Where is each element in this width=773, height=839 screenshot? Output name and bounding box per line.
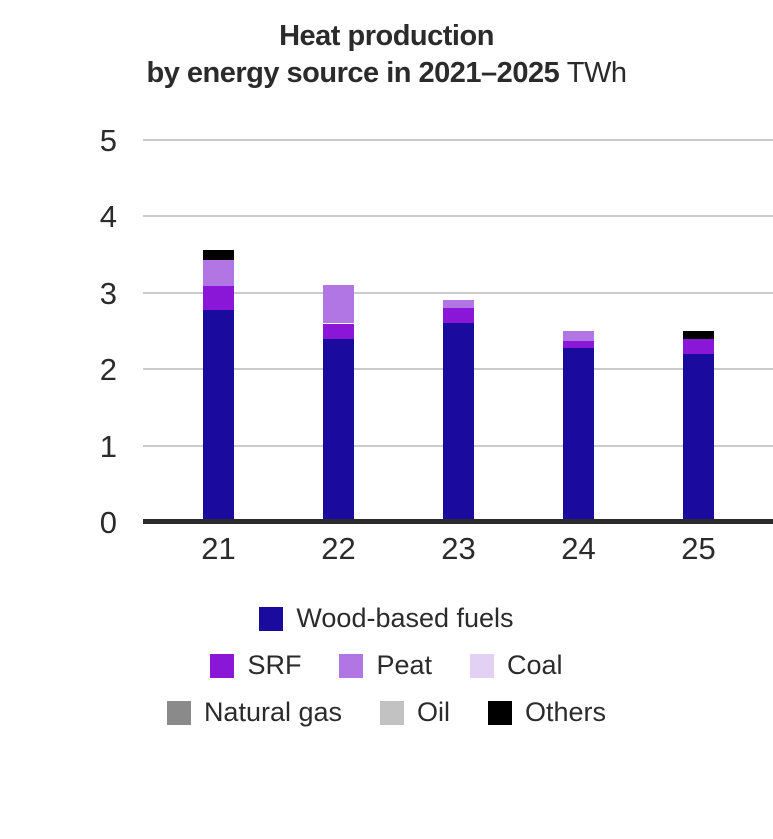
legend-swatch-natural-gas (166, 700, 191, 725)
bar-21-segment-peat (203, 260, 234, 286)
bar-25-segment-srf (683, 339, 714, 354)
bar-25-segment-others (683, 331, 714, 339)
bar-23-segment-wood-based-fuels (443, 323, 474, 522)
bar-21 (203, 250, 234, 522)
bar-22-segment-srf (323, 324, 354, 339)
legend-label-natural-gas: Natural gas (203, 697, 343, 727)
legend-item-coal: Coal (470, 648, 563, 683)
legend-label-srf: SRF (247, 650, 302, 680)
legend-row-1: Wood-based fuels (259, 601, 514, 636)
chart-unit-label: TWh (566, 57, 627, 89)
x-tick-label-23: 23 (441, 531, 476, 566)
legend-item-others: Others (488, 695, 606, 730)
bar-24-segment-srf (563, 341, 594, 348)
legend-item-peat: Peat (339, 648, 432, 683)
legend-item-wood-based-fuels: Wood-based fuels (259, 601, 514, 636)
legend-swatch-srf (210, 653, 235, 678)
legend-item-srf: SRF (210, 648, 301, 683)
bar-21-segment-others (203, 250, 234, 260)
bar-22 (323, 285, 354, 522)
x-tick-label-22: 22 (321, 531, 356, 566)
bar-24 (563, 331, 594, 522)
legend-row-2: SRF Peat Coal (210, 648, 563, 683)
legend-swatch-others (488, 700, 513, 725)
x-tick-label-24: 24 (561, 531, 596, 566)
chart-title-line2: by energy source in 2021–2025 TWh (146, 57, 627, 89)
legend-label-oil: Oil (417, 697, 451, 727)
legend-label-wood-based-fuels: Wood-based fuels (296, 603, 514, 633)
bar-24-segment-wood-based-fuels (563, 348, 594, 522)
legend-label-peat: Peat (376, 650, 432, 680)
plot-area: 0 1 2 3 4 5 21 22 23 24 25 (0, 125, 773, 566)
bar-23 (443, 300, 474, 522)
legend-swatch-coal (470, 653, 494, 678)
bar-21-segment-srf (203, 286, 234, 310)
bar-25-segment-wood-based-fuels (683, 354, 714, 522)
chart-title: Heat production by energy source in 2021… (0, 18, 773, 92)
legend-swatch-wood-based-fuels (259, 606, 284, 631)
y-tick-label-1: 1 (99, 428, 117, 464)
gridline-y3 (143, 291, 773, 294)
legend-item-natural-gas: Natural gas (166, 695, 343, 730)
legend-item-oil: Oil (380, 695, 450, 730)
y-tick-label-5: 5 (99, 123, 117, 158)
legend-label-others: Others (525, 697, 607, 727)
bar-22-segment-wood-based-fuels (323, 339, 354, 522)
gridline-y5 (143, 139, 773, 141)
gridline-y4 (143, 215, 773, 218)
bar-25 (683, 331, 714, 522)
bar-23-segment-srf (443, 308, 474, 323)
chart-title-line1: Heat production (279, 20, 494, 52)
legend: Wood-based fuels SRF Peat Coal Natural gas Oi… (0, 601, 773, 730)
y-tick-label-0: 0 (99, 505, 117, 540)
bar-23-segment-peat (443, 300, 474, 308)
legend-swatch-peat (339, 653, 364, 678)
bar-22-segment-peat (323, 285, 354, 323)
x-axis-line (143, 519, 773, 524)
bar-24-segment-peat (563, 331, 594, 341)
x-tick-label-25: 25 (681, 531, 716, 566)
y-tick-label-2: 2 (99, 352, 117, 388)
legend-row-3: Natural gas Oil Others (166, 695, 606, 730)
legend-swatch-oil (380, 700, 405, 725)
legend-label-coal: Coal (507, 650, 563, 680)
bar-21-segment-wood-based-fuels (203, 310, 234, 522)
y-tick-label-3: 3 (99, 275, 117, 311)
x-tick-label-21: 21 (201, 531, 236, 566)
y-tick-label-4: 4 (99, 199, 117, 235)
